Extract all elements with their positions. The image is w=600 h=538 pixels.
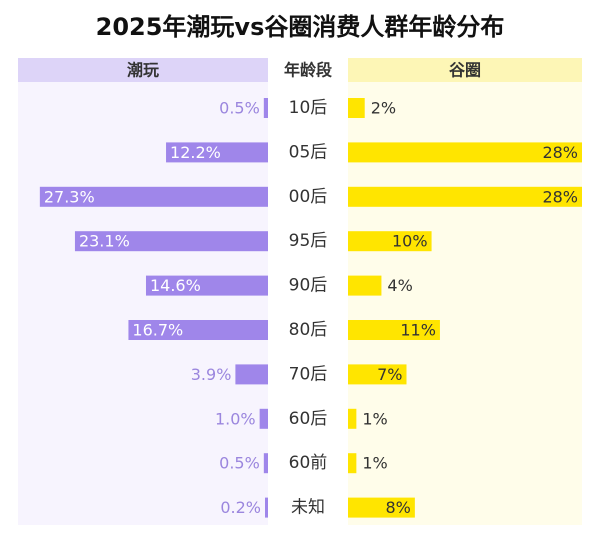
right-header-bg bbox=[348, 58, 582, 82]
value-label: 3.9% bbox=[191, 365, 232, 384]
category-label: 00后 bbox=[289, 187, 328, 207]
bar bbox=[263, 453, 268, 474]
category-label: 60后 bbox=[289, 409, 328, 429]
bar bbox=[348, 453, 357, 474]
value-label: 0.2% bbox=[220, 498, 261, 517]
category-label: 80后 bbox=[289, 320, 328, 340]
value-label: 4% bbox=[387, 276, 412, 295]
bar bbox=[265, 497, 268, 518]
value-label: 23.1% bbox=[79, 232, 130, 251]
value-label: 1.0% bbox=[215, 409, 256, 428]
bar bbox=[348, 275, 382, 296]
bar bbox=[348, 231, 432, 252]
bar bbox=[74, 231, 268, 252]
value-label: 28% bbox=[542, 187, 578, 206]
value-label: 0.5% bbox=[219, 454, 260, 473]
bar bbox=[263, 98, 268, 118]
bar bbox=[166, 142, 268, 163]
legend-left: 潮玩 bbox=[127, 61, 159, 80]
value-label: 1% bbox=[362, 409, 387, 428]
bar bbox=[235, 364, 268, 385]
value-label: 2% bbox=[371, 99, 396, 118]
legend-right: 谷圈 bbox=[449, 61, 481, 80]
bar bbox=[128, 320, 268, 340]
category-label: 90后 bbox=[289, 276, 328, 296]
value-label: 0.5% bbox=[219, 99, 260, 118]
category-label: 60前 bbox=[289, 453, 328, 473]
value-label: 28% bbox=[542, 143, 578, 162]
left-header-bg bbox=[18, 58, 268, 82]
value-label: 8% bbox=[385, 498, 410, 517]
value-label: 7% bbox=[377, 365, 402, 384]
category-label: 95后 bbox=[289, 231, 328, 251]
bar bbox=[145, 275, 268, 296]
bar bbox=[348, 364, 407, 385]
bar bbox=[348, 320, 440, 340]
category-header: 年龄段 bbox=[284, 61, 333, 80]
category-label: 05后 bbox=[289, 142, 328, 162]
value-label: 14.6% bbox=[150, 276, 201, 295]
value-label: 11% bbox=[400, 321, 436, 340]
value-label: 1% bbox=[362, 454, 387, 473]
bar bbox=[259, 408, 268, 429]
bar bbox=[348, 142, 582, 163]
bar bbox=[39, 186, 268, 207]
value-label: 27.3% bbox=[44, 187, 95, 206]
value-label: 16.7% bbox=[132, 321, 183, 340]
value-label: 12.2% bbox=[170, 143, 221, 162]
chart-title: 2025年潮玩vs谷圈消费人群年龄分布 bbox=[96, 13, 505, 41]
bar bbox=[348, 98, 365, 118]
bar bbox=[348, 408, 357, 429]
category-label: 10后 bbox=[289, 98, 328, 118]
bar bbox=[348, 186, 582, 207]
category-label: 70后 bbox=[289, 364, 328, 384]
category-label: 未知 bbox=[291, 498, 325, 518]
bar bbox=[348, 497, 415, 518]
value-label: 10% bbox=[392, 232, 428, 251]
